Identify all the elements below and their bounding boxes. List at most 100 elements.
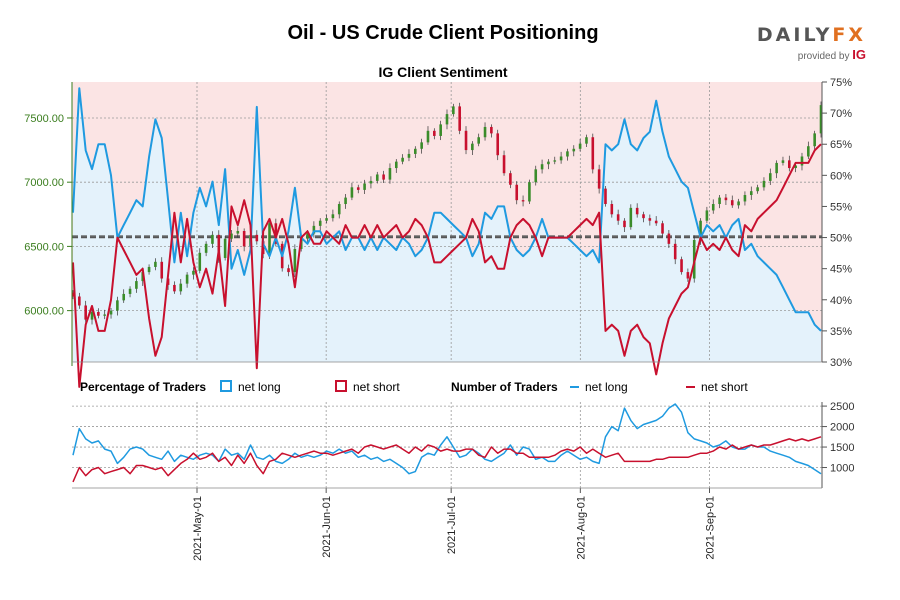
- candle-body: [318, 220, 322, 226]
- candle-body: [515, 184, 519, 201]
- candle-body: [591, 137, 595, 170]
- candle-body: [794, 165, 797, 169]
- candle-body: [71, 292, 75, 297]
- candle-body: [585, 137, 588, 144]
- candle-body: [414, 148, 417, 154]
- candle-body: [287, 268, 290, 273]
- candle-body: [230, 233, 233, 239]
- candle-body: [268, 223, 271, 255]
- candle-body: [458, 106, 461, 131]
- ig-brand: IG: [852, 47, 866, 62]
- candle-body: [572, 148, 576, 152]
- candle-body: [667, 233, 671, 244]
- net-short-pct-line: [72, 143, 822, 388]
- candle-body: [578, 143, 582, 149]
- legend-num-title: Number of Traders: [451, 380, 558, 394]
- logo-provided-by: provided by IG: [797, 47, 866, 62]
- candle-body: [192, 270, 195, 275]
- candle-body: [350, 187, 354, 198]
- candle-body: [325, 218, 328, 221]
- candle-body: [337, 204, 341, 215]
- count-tick-label: 2500: [830, 401, 854, 413]
- candle-body: [452, 106, 455, 115]
- candle-body: [502, 155, 506, 174]
- candle-body: [471, 143, 474, 151]
- candle-body: [705, 210, 709, 221]
- candle-body: [781, 160, 785, 163]
- candle-body: [528, 182, 531, 202]
- dailyfx-logo: DAILYFX provided by IG: [757, 24, 866, 62]
- candle-body: [78, 296, 81, 306]
- candle-body: [394, 161, 398, 169]
- x-tick-label: 2021-Aug-01: [575, 496, 587, 560]
- candle-body: [274, 223, 278, 244]
- price-tick-label: 7500.00: [24, 113, 64, 125]
- count-tick-label: 1500: [830, 442, 854, 454]
- candle-body: [382, 174, 385, 180]
- candle-body: [680, 259, 683, 273]
- candle-body: [673, 243, 677, 260]
- candle-body: [509, 173, 512, 185]
- candle-body: [217, 234, 221, 258]
- percent-tick-label: 40%: [830, 295, 852, 307]
- candle-body: [223, 238, 227, 258]
- candle-body: [407, 153, 411, 158]
- count-tick-label: 1000: [830, 463, 854, 475]
- percent-tick-label: 45%: [830, 264, 852, 276]
- candle-body: [363, 183, 366, 190]
- candle-body: [547, 161, 550, 165]
- candle-body: [420, 142, 423, 149]
- percent-tick-label: 50%: [830, 233, 852, 245]
- candle-body: [635, 207, 639, 215]
- candle-body: [445, 114, 449, 125]
- candle-body: [699, 220, 702, 240]
- candle-body: [597, 169, 601, 189]
- candle-body: [116, 300, 119, 311]
- candle-body: [84, 305, 87, 320]
- candle-body: [344, 197, 347, 205]
- candle-body: [401, 157, 404, 162]
- candle-body: [97, 311, 100, 316]
- candle-body: [483, 126, 487, 138]
- price-tick-label: 7000.00: [24, 177, 64, 189]
- candle-body: [724, 197, 728, 201]
- candle-body: [154, 261, 157, 267]
- percent-tick-label: 60%: [830, 170, 852, 182]
- candle-body: [147, 266, 151, 273]
- candle-body: [369, 180, 373, 184]
- candle-body: [743, 195, 747, 202]
- candle-body: [604, 188, 607, 205]
- candle-body: [730, 200, 734, 206]
- candle-body: [356, 187, 360, 190]
- candle-body: [648, 218, 652, 221]
- candle-body: [490, 126, 493, 134]
- percent-tick-label: 35%: [830, 326, 852, 338]
- legend-pct-title: Percentage of Traders: [80, 380, 207, 394]
- percent-tick-label: 65%: [830, 139, 852, 151]
- x-tick-label: 2021-Sep-01: [705, 496, 717, 560]
- candle-body: [242, 230, 246, 247]
- candle-body: [236, 230, 240, 234]
- price-tick-label: 6500.00: [24, 241, 64, 253]
- candle-body: [807, 146, 810, 157]
- percent-tick-label: 70%: [830, 108, 852, 120]
- net-short-count-line: [72, 436, 822, 483]
- candle-body: [788, 160, 791, 169]
- candle-body: [819, 105, 823, 134]
- candle-body: [642, 214, 645, 219]
- candle-body: [173, 284, 176, 292]
- candle-body: [496, 133, 500, 156]
- chart-subtitle: IG Client Sentiment: [378, 64, 508, 80]
- candle-body: [768, 173, 772, 181]
- legend-num-short: net short: [686, 380, 748, 394]
- candle-body: [135, 281, 138, 289]
- legend-pct-long: net long: [220, 380, 281, 394]
- candle-body: [464, 130, 468, 151]
- percent-tick-label: 55%: [830, 201, 852, 213]
- candle-body: [686, 272, 690, 279]
- candle-body: [623, 220, 626, 228]
- x-tick-label: 2021-Jul-01: [446, 496, 458, 554]
- net-long-pct-line: [72, 87, 822, 332]
- candle-body: [122, 293, 126, 301]
